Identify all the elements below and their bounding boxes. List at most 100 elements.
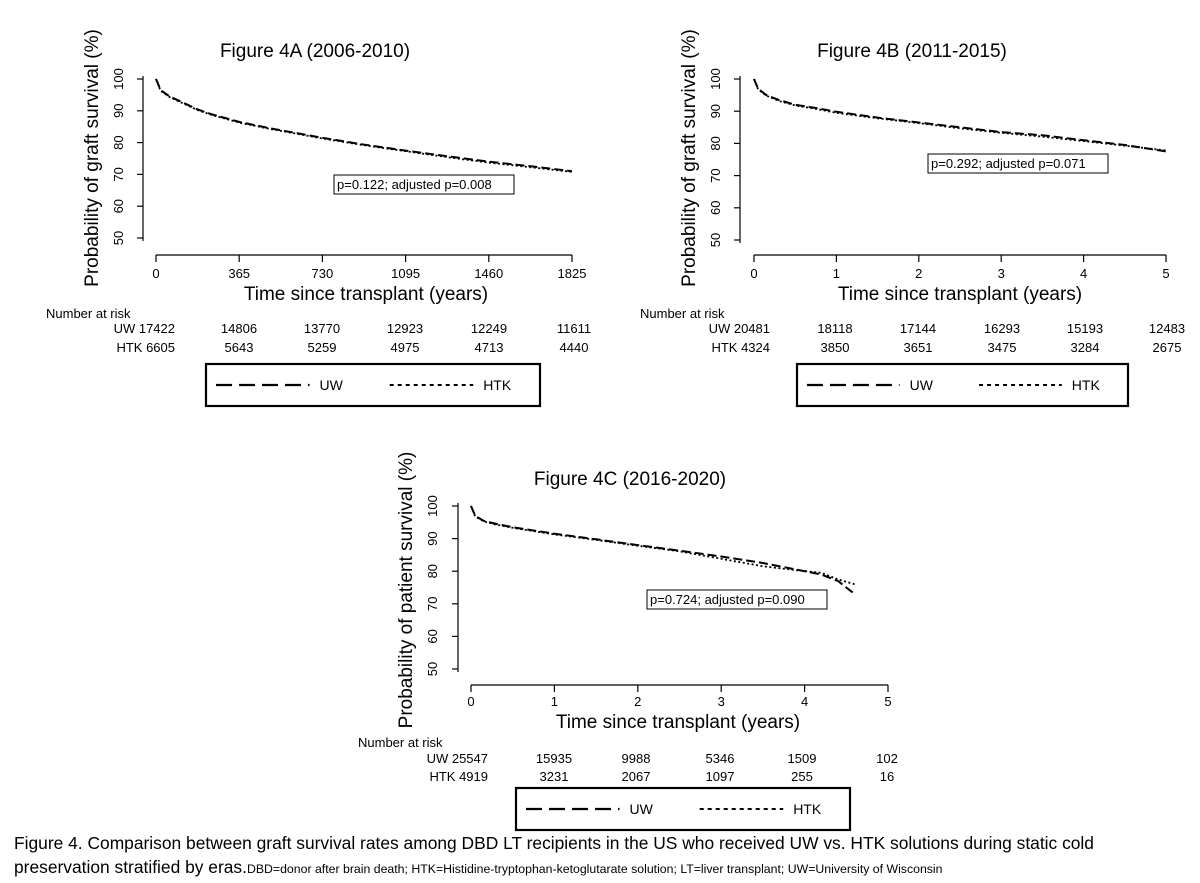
risk-row-label: UW 17422	[114, 321, 175, 336]
x-tick-label: 0	[467, 694, 474, 709]
y-tick-label: 100	[708, 68, 723, 90]
y-tick-label: 60	[111, 199, 126, 213]
p-value-box	[927, 153, 1109, 174]
series-line-htk	[470, 505, 855, 586]
legend-box	[795, 362, 1130, 408]
y-tick-label: 90	[708, 104, 723, 118]
y-tick-label: 70	[111, 167, 126, 181]
risk-value: 5346	[706, 751, 735, 766]
chart-panel-c: Figure 4C (2016-2020)5060708090100Probab…	[358, 452, 898, 832]
x-tick-label: 1	[833, 266, 840, 281]
x-tick-label: 1460	[474, 266, 503, 281]
risk-row-label: HTK 4919	[429, 769, 488, 784]
y-tick-label: 50	[425, 662, 440, 676]
x-tick-label: 3	[998, 266, 1005, 281]
risk-value: 12483	[1149, 321, 1185, 336]
risk-value: 4440	[560, 340, 589, 355]
risk-value: 12249	[471, 321, 507, 336]
p-value-box	[333, 174, 515, 195]
risk-row-label: HTK 6605	[116, 340, 175, 355]
x-tick-label: 0	[152, 266, 159, 281]
legend-box	[514, 786, 852, 832]
risk-value: 102	[876, 751, 898, 766]
chart-panel-a: Figure 4A (2006-2010) 50 60 70 80 90 100 Probab…	[46, 29, 591, 408]
risk-table-header: Number at risk	[46, 306, 131, 321]
risk-value: 3231	[540, 769, 569, 784]
x-tick-label: 1095	[391, 266, 420, 281]
x-tick-label: 2	[634, 694, 641, 709]
risk-value: 3284	[1071, 340, 1100, 355]
risk-value: 5643	[225, 340, 254, 355]
p-value-annotation: p=0.122; adjusted p=0.008	[337, 177, 492, 192]
risk-value: 12923	[387, 321, 423, 336]
x-tick-label: 3	[718, 694, 725, 709]
risk-value: 4713	[475, 340, 504, 355]
x-tick-label: 0	[750, 266, 757, 281]
x-tick-label: 365	[228, 266, 250, 281]
x-tick-label: 5	[884, 694, 891, 709]
legend-label-uw: UW	[320, 377, 344, 393]
risk-value: 3850	[821, 340, 850, 355]
x-tick-label: 1825	[558, 266, 587, 281]
risk-value: 11611	[557, 321, 591, 336]
risk-row-label: HTK 4324	[711, 340, 770, 355]
y-tick-label: 60	[708, 201, 723, 215]
risk-value: 18118	[817, 321, 852, 336]
risk-value: 2675	[1153, 340, 1182, 355]
risk-value: 17144	[900, 321, 936, 336]
y-tick-label: 80	[708, 136, 723, 150]
risk-value: 16293	[984, 321, 1020, 336]
series-line-uw	[753, 78, 1167, 153]
risk-table-header: Number at risk	[640, 306, 725, 321]
chart-title: Figure 4B (2011-2015)	[817, 41, 1007, 62]
y-tick-label: 60	[425, 629, 440, 643]
y-tick-label: 50	[111, 231, 126, 245]
x-tick-label: 2	[915, 266, 922, 281]
y-tick-label: 80	[111, 135, 126, 149]
legend-label-htk: HTK	[793, 801, 822, 817]
y-tick-label: 50	[708, 233, 723, 247]
y-tick-label: 100	[425, 495, 440, 517]
chart-panel-b: Figure 4B (2011-2015)5060708090100Probab…	[640, 29, 1185, 408]
risk-value: 15193	[1067, 321, 1103, 336]
caption-line-2-main: preservation stratified by eras.	[14, 857, 247, 877]
risk-row-label: UW 20481	[709, 321, 770, 336]
risk-value: 255	[791, 769, 813, 784]
risk-value: 3475	[988, 340, 1017, 355]
caption-abbreviations: DBD=donor after brain death; HTK=Histidi…	[246, 862, 943, 876]
series-line-htk	[753, 78, 1167, 152]
risk-value: 13770	[304, 321, 340, 336]
x-tick-label: 1	[551, 694, 558, 709]
x-tick-label: 4	[1080, 266, 1087, 281]
risk-value: 3651	[904, 340, 933, 355]
legend-label-uw: UW	[910, 377, 934, 393]
series-line-uw	[155, 78, 573, 173]
x-axis-label: Time since transplant (years)	[244, 284, 488, 305]
y-tick-label: 90	[425, 531, 440, 545]
legend-box	[204, 362, 542, 408]
risk-value: 1097	[706, 769, 735, 784]
risk-value: 5259	[308, 340, 337, 355]
series-line-htk	[155, 78, 573, 173]
y-tick-label: 100	[111, 68, 126, 90]
y-axis-label: Probability of graft survival (%)	[679, 29, 700, 287]
risk-row-label: UW 25547	[427, 751, 488, 766]
risk-value: 1509	[788, 751, 817, 766]
risk-value: 9988	[622, 751, 651, 766]
y-tick-label: 80	[425, 564, 440, 578]
chart-title: Figure 4C (2016-2020)	[534, 469, 726, 490]
y-tick-label: 90	[111, 104, 126, 118]
y-tick-label: 70	[708, 168, 723, 182]
x-tick-label: 5	[1162, 266, 1169, 281]
x-tick-label: 4	[801, 694, 808, 709]
risk-value: 2067	[622, 769, 651, 784]
x-tick-label: 730	[312, 266, 334, 281]
legend-label-uw: UW	[630, 801, 654, 817]
risk-value: 14806	[221, 321, 257, 336]
figure-caption: Figure 4. Comparison between graft survi…	[14, 831, 1194, 881]
chart-title: Figure 4A (2006-2010)	[220, 41, 410, 62]
legend-label-htk: HTK	[483, 377, 512, 393]
risk-table-header: Number at risk	[358, 735, 443, 750]
caption-line-2: preservation stratified by eras.DBD=dono…	[14, 855, 1194, 881]
